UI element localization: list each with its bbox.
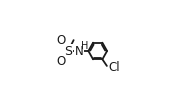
Text: Cl: Cl — [109, 61, 120, 74]
Text: O: O — [56, 55, 65, 68]
Text: O: O — [56, 34, 65, 47]
Text: H: H — [81, 41, 89, 51]
Text: S: S — [64, 45, 72, 57]
Text: N: N — [75, 45, 84, 57]
